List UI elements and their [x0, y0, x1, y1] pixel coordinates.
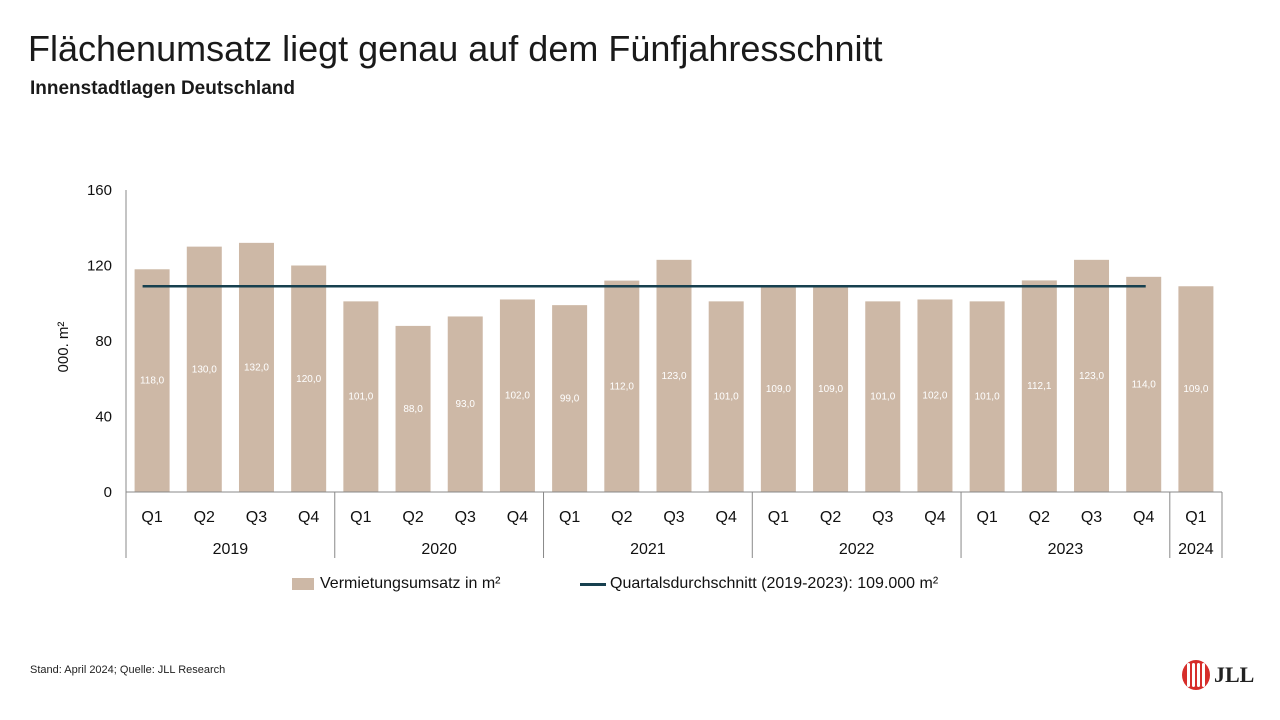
- bar: [969, 301, 1005, 492]
- x-tick-label: Q3: [246, 509, 267, 526]
- bar: [760, 286, 796, 492]
- bar: [1074, 259, 1110, 492]
- year-label: 2024: [1178, 541, 1214, 558]
- bar: [499, 299, 535, 492]
- bar-data-label: 120,0: [296, 374, 321, 385]
- bar: [865, 301, 901, 492]
- bar-data-label: 101,0: [870, 392, 895, 403]
- bar-data-label: 109,0: [818, 384, 843, 395]
- bar: [1021, 280, 1057, 492]
- year-label: 2022: [839, 541, 875, 558]
- x-tick-label: Q1: [350, 509, 371, 526]
- bar-data-label: 88,0: [403, 404, 423, 415]
- x-tick-label: Q2: [194, 509, 215, 526]
- jll-logo-text: JLL: [1214, 662, 1255, 687]
- legend-swatch-bars: [292, 578, 314, 590]
- bar-data-label: 123,0: [661, 371, 686, 382]
- x-tick-label: Q4: [1133, 509, 1154, 526]
- bar-data-label: 112,1: [1027, 381, 1052, 392]
- bar-data-label: 114,0: [1132, 379, 1157, 390]
- x-tick-label: Q1: [559, 509, 580, 526]
- bar-data-label: 109,0: [1183, 384, 1208, 395]
- jll-logo: JLL: [1182, 660, 1254, 690]
- y-tick-label: 120: [87, 258, 112, 275]
- bar: [656, 259, 692, 492]
- chart-subtitle: Innenstadtlagen Deutschland: [30, 78, 295, 99]
- bar-data-label: 130,0: [192, 364, 217, 375]
- year-label: 2021: [630, 541, 666, 558]
- bar: [291, 265, 327, 492]
- x-tick-label: Q1: [976, 509, 997, 526]
- legend-item-bars: Vermietungsumsatz in m²: [292, 575, 501, 593]
- year-label: 2019: [213, 541, 249, 558]
- bar: [186, 246, 222, 492]
- x-tick-label: Q2: [820, 509, 841, 526]
- bar: [813, 286, 849, 492]
- bar: [917, 299, 953, 492]
- bar: [604, 280, 640, 492]
- y-axis-label: 000. m²: [55, 322, 72, 373]
- x-tick-label: Q1: [1185, 509, 1206, 526]
- bar: [1126, 276, 1162, 492]
- bar: [1178, 286, 1214, 492]
- bar-data-label: 123,0: [1079, 371, 1104, 382]
- bar-data-label: 132,0: [244, 362, 269, 373]
- chart-legend: Vermietungsumsatz in m² Quartalsdurchsch…: [0, 575, 1280, 597]
- chart-title: Flächenumsatz liegt genau auf dem Fünfja…: [28, 28, 883, 69]
- x-tick-label: Q2: [402, 509, 423, 526]
- y-tick-label: 40: [95, 409, 112, 426]
- x-tick-label: Q2: [611, 509, 632, 526]
- x-tick-label: Q4: [298, 509, 319, 526]
- bar-data-label: 101,0: [975, 392, 1000, 403]
- jll-logo-icon: [1182, 660, 1210, 690]
- legend-label-average: Quartalsdurchschnitt (2019-2023): 109.00…: [610, 575, 939, 592]
- x-tick-label: Q2: [1029, 509, 1050, 526]
- bar-data-label: 99,0: [560, 394, 580, 405]
- legend-swatch-average: [580, 582, 606, 586]
- source-note: Stand: April 2024; Quelle: JLL Research: [30, 664, 226, 676]
- legend-item-average: Quartalsdurchschnitt (2019-2023): 109.00…: [580, 575, 938, 593]
- bar-data-label: 101,0: [714, 392, 739, 403]
- x-tick-label: Q4: [716, 509, 737, 526]
- bar: [552, 305, 588, 492]
- x-tick-label: Q3: [455, 509, 476, 526]
- x-tick-label: Q4: [507, 509, 528, 526]
- x-tick-label: Q4: [924, 509, 945, 526]
- bar-data-label: 101,0: [348, 392, 373, 403]
- legend-label-bars: Vermietungsumsatz in m²: [320, 575, 501, 592]
- x-tick-label: Q3: [1081, 509, 1102, 526]
- bar-data-label: 118,0: [140, 376, 165, 387]
- bar: [134, 269, 170, 492]
- bar: [343, 301, 379, 492]
- x-tick-label: Q3: [663, 509, 684, 526]
- year-label: 2023: [1048, 541, 1084, 558]
- bar-data-label: 102,0: [505, 391, 530, 402]
- x-tick-label: Q1: [768, 509, 789, 526]
- y-tick-label: 0: [104, 484, 112, 501]
- y-tick-label: 80: [95, 333, 112, 350]
- x-tick-label: Q3: [872, 509, 893, 526]
- year-label: 2020: [421, 541, 457, 558]
- bar: [447, 316, 483, 492]
- bar: [708, 301, 744, 492]
- y-tick-label: 160: [87, 182, 112, 199]
- x-tick-label: Q1: [141, 509, 162, 526]
- bar-data-label: 112,0: [610, 381, 635, 392]
- bar-data-label: 93,0: [456, 399, 476, 410]
- bar: [238, 242, 274, 492]
- bar: [395, 325, 431, 492]
- bar-data-label: 102,0: [922, 391, 947, 402]
- bar-data-label: 109,0: [766, 384, 791, 395]
